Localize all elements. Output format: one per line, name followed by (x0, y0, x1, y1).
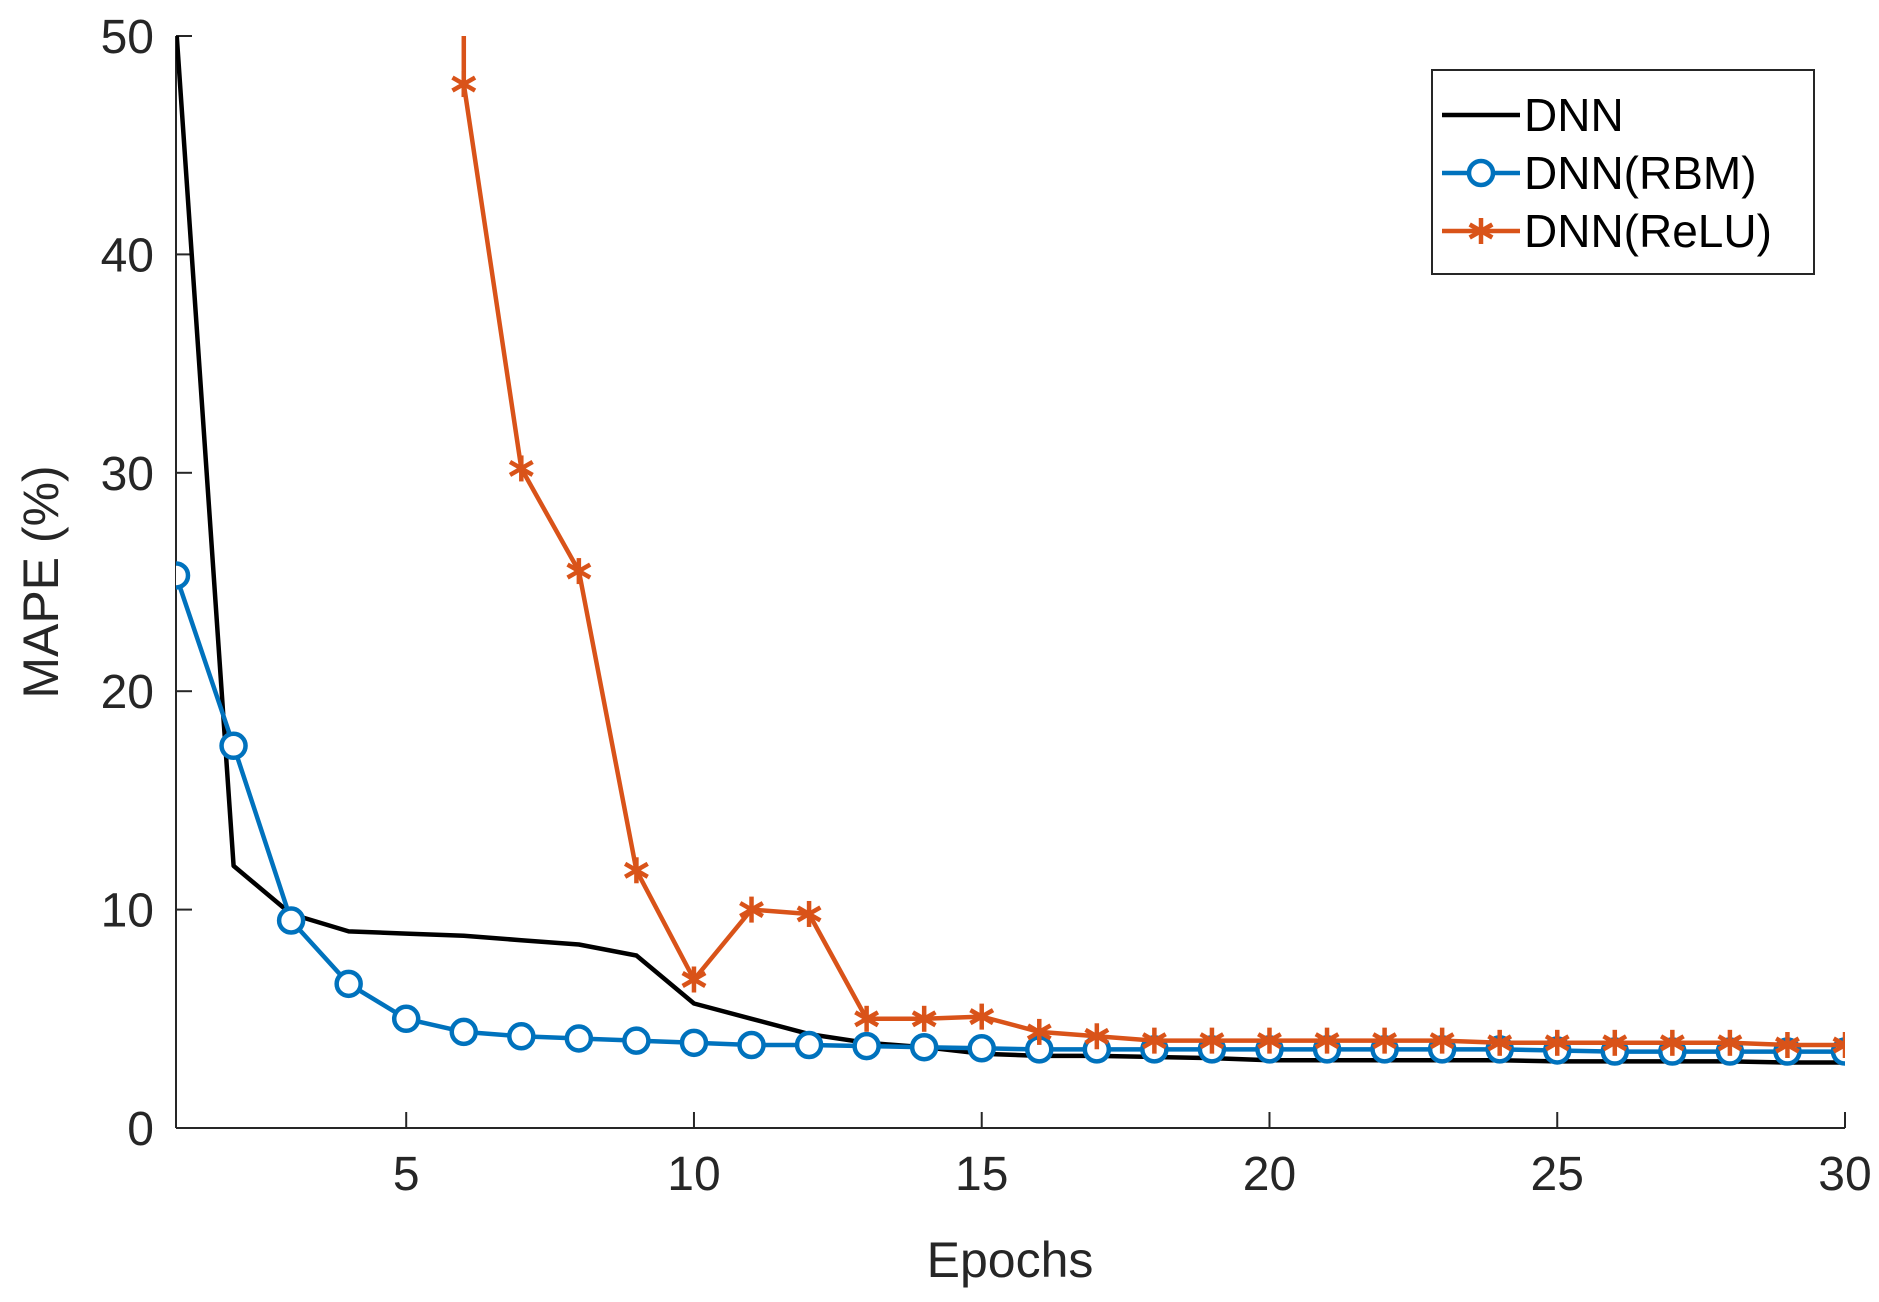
data-point-dnn-rbm (967, 1034, 996, 1063)
axes: 5 10 15 20 25 30 0 10 20 30 40 50 (101, 11, 1872, 1201)
data-point-dnn-rbm (449, 1017, 479, 1047)
data-point-dnn-relu (1372, 1027, 1398, 1054)
data-point-dnn-relu (451, 71, 477, 98)
data-point-dnn-rbm (564, 1024, 594, 1053)
x-tick-label: 10 (667, 1148, 720, 1201)
legend-item-dnn-relu: DNN(ReLU) (1442, 205, 1772, 257)
data-point-dnn-relu (796, 900, 822, 927)
data-point-dnn-relu (1775, 1032, 1800, 1059)
y-tick-label: 30 (101, 448, 154, 501)
y-axis-label: MAPE (%) (13, 465, 69, 698)
data-point-dnn-relu (1429, 1027, 1455, 1054)
series-line-dnn (176, 36, 1845, 1065)
data-point-dnn-relu (1832, 1032, 1845, 1059)
x-tick-label: 30 (1818, 1148, 1871, 1201)
series-dnn (176, 36, 1845, 1065)
data-point-dnn-relu (1659, 1029, 1685, 1056)
data-point-dnn-relu (508, 455, 534, 482)
x-tick-label: 25 (1531, 1148, 1584, 1201)
series-line-dnn-relu (461, 36, 1845, 1048)
axis-labels: Epochs MAPE (%) (13, 465, 1093, 1288)
x-tick-label: 20 (1243, 1148, 1296, 1201)
data-point-dnn-relu (623, 857, 649, 884)
legend-item-dnn-rbm: DNN(RBM) (1442, 147, 1757, 199)
data-point-dnn-rbm (507, 1022, 536, 1051)
data-point-dnn-rbm (276, 906, 306, 935)
data-point-dnn-relu (911, 1005, 937, 1032)
x-axis-label: Epochs (927, 1232, 1094, 1288)
y-tick-label: 50 (101, 11, 154, 64)
data-point-dnn-relu (681, 966, 707, 993)
y-tick-label: 40 (101, 229, 154, 282)
data-point-dnn-relu (969, 1003, 995, 1030)
legend-label-dnn: DNN (1524, 89, 1624, 141)
data-point-dnn-rbm (176, 561, 191, 590)
y-tick-label: 0 (127, 1103, 154, 1156)
y-tick-label: 20 (101, 666, 154, 719)
legend-marker-dnn-relu (1468, 218, 1494, 244)
data-point-dnn-rbm (391, 1004, 421, 1034)
data-point-dnn-rbm (737, 1030, 766, 1060)
data-point-dnn-relu (566, 558, 592, 585)
legend: DNN DNN(RBM) DNN(ReLU) (1431, 69, 1815, 275)
legend-marker-dnn-rbm (1466, 158, 1496, 188)
data-point-dnn-relu (1084, 1023, 1110, 1050)
data-point-dnn-rbm (622, 1026, 651, 1055)
data-point-dnn-relu (1487, 1029, 1513, 1056)
data-point-dnn-relu (1141, 1027, 1167, 1054)
data-point-dnn-rbm (852, 1031, 881, 1061)
data-point-dnn-rbm (794, 1030, 824, 1060)
data-point-dnn-relu (1314, 1027, 1340, 1054)
data-point-dnn-relu (1026, 1018, 1052, 1045)
data-point-dnn-relu (1717, 1029, 1743, 1056)
data-point-dnn-rbm (219, 731, 248, 761)
data-point-dnn-relu (854, 1005, 880, 1032)
x-tick-label: 15 (955, 1148, 1008, 1201)
series-layer (176, 36, 1845, 1066)
data-point-dnn-rbm (909, 1032, 939, 1062)
legend-label-dnn-relu: DNN(ReLU) (1524, 205, 1772, 257)
data-point-dnn-relu (1602, 1029, 1628, 1056)
data-point-dnn-rbm (679, 1028, 709, 1058)
data-point-dnn-relu (1199, 1027, 1225, 1054)
y-tick-label: 10 (101, 885, 154, 938)
x-tick-label: 5 (393, 1148, 420, 1201)
data-point-dnn-relu (1257, 1027, 1282, 1054)
data-point-dnn-rbm (334, 969, 363, 999)
data-point-dnn-relu (1544, 1029, 1570, 1056)
legend-item-dnn: DNN (1442, 89, 1624, 141)
legend-label-dnn-rbm: DNN(RBM) (1524, 147, 1757, 199)
data-point-dnn-relu (739, 896, 764, 923)
series-dnn-relu (451, 36, 1845, 1059)
